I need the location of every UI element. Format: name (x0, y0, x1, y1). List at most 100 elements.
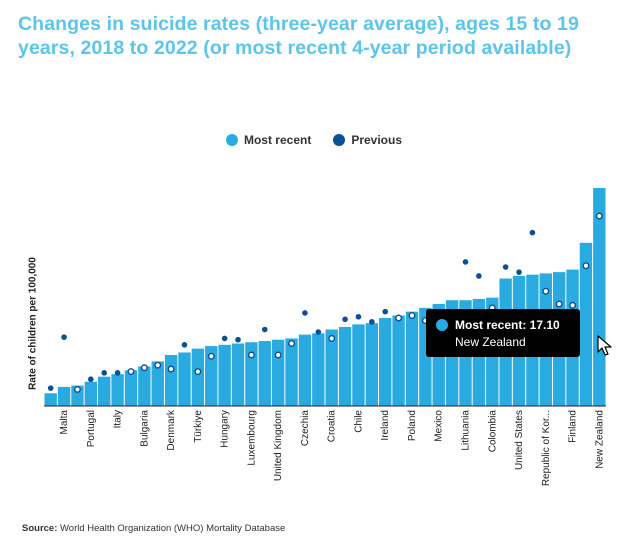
x-tick-label: United Kingdom (273, 410, 284, 481)
x-tick-label: Denmark (166, 409, 177, 451)
dot-previous[interactable] (261, 326, 268, 333)
dot-previous[interactable] (582, 262, 590, 270)
dot-previous[interactable] (342, 316, 348, 323)
x-tick-label: United States (514, 410, 525, 470)
dot-previous[interactable] (47, 385, 54, 391)
dot-previous[interactable] (315, 329, 322, 335)
bar-most-recent[interactable] (231, 343, 245, 406)
mouse-pointer-icon (597, 335, 612, 356)
bar-most-recent[interactable] (593, 188, 606, 406)
bar-most-recent[interactable] (271, 339, 285, 406)
x-tick-label: Bulgaria (139, 410, 150, 447)
legend-label-previous: Previous (351, 133, 403, 147)
dot-previous[interactable] (328, 334, 336, 342)
dot-previous[interactable] (288, 340, 296, 348)
source-note: Source: World Health Organization (WHO) … (22, 523, 285, 534)
dot-previous[interactable] (369, 319, 375, 325)
dot-previous[interactable] (408, 311, 416, 319)
source-text: World Health Organization (WHO) Mortalit… (60, 523, 286, 534)
bar-most-recent[interactable] (579, 242, 593, 406)
x-tick-label: Finland (568, 410, 579, 443)
dot-previous[interactable] (181, 342, 188, 348)
dot-previous[interactable] (114, 370, 121, 376)
x-tick-label: Luxembourg (246, 410, 257, 466)
bar-most-recent[interactable] (405, 311, 419, 406)
bar-most-recent[interactable] (178, 352, 191, 406)
legend-label-most-recent: Most recent (243, 133, 312, 147)
bar-most-recent[interactable] (285, 338, 298, 406)
dot-previous[interactable] (355, 313, 362, 320)
bar-most-recent[interactable] (164, 355, 178, 406)
x-tick-label: Chile (353, 410, 364, 433)
x-tick-label: Lithuania (461, 410, 472, 451)
dot-previous[interactable] (302, 310, 308, 316)
x-tick-label: Hungary (220, 410, 231, 448)
x-tick-label: Türkiye (193, 410, 204, 443)
x-tick-label: Malta (59, 410, 70, 435)
dot-previous[interactable] (154, 361, 162, 369)
x-tick-label: New Zealand (594, 410, 605, 469)
tooltip-series-dot (436, 319, 448, 331)
bar-most-recent[interactable] (258, 340, 271, 406)
dot-previous[interactable] (247, 351, 255, 359)
dot-previous[interactable] (101, 370, 108, 376)
x-tick-label: Republic of Kor... (541, 410, 552, 486)
dot-previous[interactable] (73, 385, 81, 393)
bar-most-recent[interactable] (205, 346, 218, 406)
dot-previous[interactable] (207, 352, 215, 360)
dot-previous[interactable] (194, 368, 202, 376)
dot-previous[interactable] (88, 376, 94, 383)
bar-most-recent[interactable] (218, 344, 231, 406)
dot-previous[interactable] (595, 212, 603, 220)
bar-most-recent[interactable] (312, 333, 325, 406)
bar-most-recent[interactable] (338, 326, 352, 406)
bar-most-recent[interactable] (365, 323, 379, 406)
x-tick-label: Ireland (380, 410, 391, 441)
bar-most-recent[interactable] (191, 348, 205, 406)
bar-most-recent[interactable] (57, 386, 71, 406)
dot-previous[interactable] (167, 365, 175, 373)
bar-most-recent[interactable] (84, 381, 98, 406)
legend-item-previous[interactable]: Previous (333, 130, 402, 150)
tooltip-country: New Zealand (455, 335, 526, 349)
bar-most-recent[interactable] (245, 342, 258, 406)
x-tick-label: Portugal (86, 410, 97, 447)
dot-previous[interactable] (502, 264, 509, 270)
dot-previous[interactable] (221, 335, 228, 342)
bar-most-recent[interactable] (98, 376, 111, 406)
dot-previous[interactable] (569, 301, 577, 309)
tooltip-value: Most recent: 17.10 (455, 318, 560, 332)
bar-most-recent[interactable] (111, 374, 124, 406)
legend-item-most-recent[interactable]: Most recent (225, 130, 312, 150)
dot-previous[interactable] (462, 259, 469, 265)
bar-most-recent[interactable] (379, 318, 392, 406)
bar-most-recent[interactable] (298, 334, 312, 406)
dot-previous[interactable] (382, 308, 389, 315)
x-tick-label: Mexico (434, 410, 445, 442)
bar-most-recent[interactable] (392, 315, 405, 406)
x-tick-label: Poland (407, 410, 418, 441)
x-tick-label: Italy (113, 410, 124, 428)
dot-previous[interactable] (235, 336, 241, 343)
dot-previous[interactable] (274, 351, 282, 359)
dot-previous[interactable] (529, 229, 536, 236)
bar-most-recent[interactable] (138, 366, 151, 406)
bar-most-recent[interactable] (352, 324, 365, 406)
dot-previous[interactable] (542, 287, 550, 295)
bar-most-recent[interactable] (151, 361, 164, 406)
dot-previous[interactable] (476, 273, 482, 279)
bar-most-recent[interactable] (44, 393, 57, 406)
dot-previous[interactable] (395, 314, 403, 322)
dot-previous[interactable] (140, 364, 148, 372)
dot-previous[interactable] (555, 300, 563, 308)
dot-previous[interactable] (127, 368, 135, 376)
tooltip: Most recent: 17.10 New Zealand (426, 309, 580, 357)
legend-dot-most-recent (225, 134, 238, 146)
dot-previous[interactable] (61, 334, 67, 340)
dot-previous[interactable] (516, 269, 522, 275)
source-label: Source: (22, 523, 58, 534)
x-tick-label: Croatia (327, 410, 338, 443)
bar-most-recent[interactable] (325, 329, 338, 406)
bar-most-recent[interactable] (124, 370, 138, 406)
